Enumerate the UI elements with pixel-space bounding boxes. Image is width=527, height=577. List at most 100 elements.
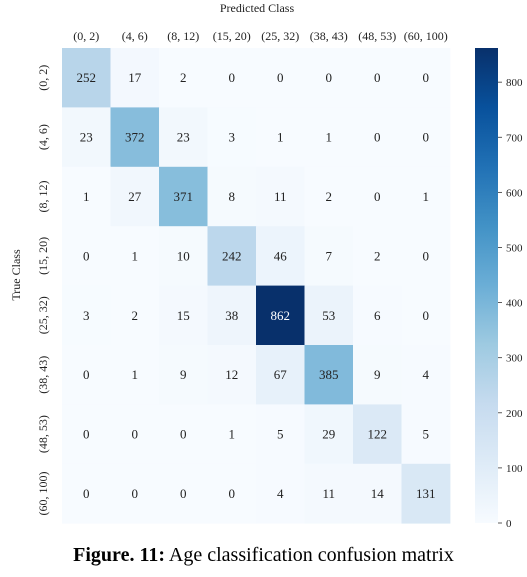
- y-tick-label: (8, 12): [36, 181, 50, 213]
- x-tick-label: (25, 32): [261, 29, 299, 43]
- cell-value-label: 0: [229, 486, 236, 501]
- heatmap-cell: [304, 107, 354, 168]
- heatmap-cells: [62, 48, 451, 524]
- cell-value-label: 1: [423, 189, 430, 204]
- heatmap-cell: [256, 345, 305, 405]
- cell-value-label: 0: [132, 486, 139, 501]
- heatmap-cell: [207, 463, 257, 524]
- heatmap-cell: [256, 226, 305, 286]
- cell-value-label: 862: [271, 308, 291, 323]
- y-tick-label: (0, 2): [36, 65, 50, 91]
- heatmap-cell: [401, 166, 451, 227]
- cell-value-label: 252: [77, 70, 97, 85]
- heatmap-cell: [207, 226, 257, 286]
- figure-caption: Figure. 11: Age classification confusion…: [0, 544, 527, 567]
- cell-value-label: 0: [180, 427, 187, 442]
- cell-value-label: 10: [177, 248, 190, 263]
- heatmap-cell: [304, 226, 354, 286]
- heatmap-cell: [353, 107, 402, 168]
- heatmap-cell: [256, 463, 305, 524]
- cell-value-label: 1: [132, 367, 139, 382]
- heatmap-cell: [401, 345, 451, 405]
- cell-value-label: 2: [180, 70, 187, 85]
- heatmap-cell: [110, 48, 160, 108]
- heatmap-cell: [110, 404, 160, 465]
- cell-value-label: 3: [229, 130, 236, 145]
- heatmap-cell: [62, 107, 111, 168]
- heatmap-cell: [207, 345, 257, 405]
- cell-value-label: 38: [225, 308, 238, 323]
- heatmap-cell: [304, 285, 354, 346]
- cell-value-label: 9: [180, 367, 187, 382]
- colorbar-tick-label: 0: [506, 518, 512, 530]
- heatmap-cell: [256, 166, 305, 227]
- cell-value-label: 11: [274, 189, 287, 204]
- heatmap-cell: [401, 226, 451, 286]
- heatmap-cell: [401, 107, 451, 168]
- cell-value-label: 0: [229, 70, 236, 85]
- cell-value-label: 0: [83, 486, 90, 501]
- heatmap-cell: [353, 463, 402, 524]
- heatmap-cell: [110, 345, 160, 405]
- x-axis-label: Predicted Class: [220, 1, 295, 15]
- cell-value-label: 1: [277, 130, 284, 145]
- heatmap-cell: [353, 404, 402, 465]
- cell-value-label: 0: [180, 486, 187, 501]
- x-tick-label: (48, 53): [358, 29, 396, 43]
- cell-value-label: 1: [326, 130, 333, 145]
- x-tick-label: (8, 12): [167, 29, 199, 43]
- cell-value-label: 0: [374, 70, 381, 85]
- x-tick-label: (4, 6): [122, 29, 148, 43]
- heatmap-cell: [256, 107, 305, 168]
- cell-value-label: 0: [423, 70, 430, 85]
- y-tick-label: (4, 6): [36, 124, 50, 150]
- heatmap-cell: [207, 166, 257, 227]
- colorbar-tick-label: 500: [506, 242, 523, 254]
- cell-value-labels: 252 17 2 0 0 0 0 023 372 23 3 1 1 0 01 27 371 8 11 2 0 10 1 10 2…: [77, 70, 436, 501]
- cell-value-label: 385: [319, 367, 339, 382]
- heatmap-cell: [159, 463, 208, 524]
- cell-value-label: 11: [322, 486, 335, 501]
- heatmap-cell: [159, 285, 208, 346]
- cell-value-label: 0: [83, 427, 90, 442]
- heatmap-cell: [62, 463, 111, 524]
- cell-value-label: 1: [132, 248, 139, 263]
- heatmap-cell: [159, 48, 208, 108]
- cell-value-label: 8: [229, 189, 236, 204]
- heatmap-cell: [159, 345, 208, 405]
- cell-value-label: 15: [177, 308, 190, 323]
- cell-value-label: 3: [83, 308, 90, 323]
- cell-value-label: 53: [322, 308, 335, 323]
- heatmap-cell: [159, 166, 208, 227]
- cell-value-label: 0: [83, 248, 90, 263]
- colorbar-tick-label: 800: [506, 77, 523, 89]
- heatmap-cell: [207, 107, 257, 168]
- cell-value-label: 0: [326, 70, 333, 85]
- cell-value-label: 17: [128, 70, 142, 85]
- heatmap-cell: [256, 285, 305, 346]
- cell-value-label: 5: [423, 427, 430, 442]
- heatmap-cell: [110, 226, 160, 286]
- heatmap-cell: [353, 226, 402, 286]
- cell-value-label: 0: [132, 427, 139, 442]
- y-tick-label: (38, 43): [36, 356, 50, 394]
- x-tick-label: (0, 2): [73, 29, 99, 43]
- x-tick-label: (15, 20): [213, 29, 251, 43]
- heatmap-cell: [62, 166, 111, 227]
- cell-value-label: 4: [423, 367, 430, 382]
- cell-value-label: 46: [274, 248, 288, 263]
- colorbar-tick-label: 300: [506, 353, 523, 365]
- colorbar-tick-label: 200: [506, 408, 523, 420]
- cell-value-label: 2: [132, 308, 139, 323]
- heatmap-cell: [207, 404, 257, 465]
- heatmap-cell: [304, 166, 354, 227]
- heatmap-cell: [401, 285, 451, 346]
- heatmap-cell: [110, 285, 160, 346]
- cell-value-label: 122: [368, 427, 388, 442]
- heatmap-cell: [62, 48, 111, 108]
- cell-value-label: 0: [423, 248, 430, 263]
- colorbar-tick-label: 600: [506, 187, 523, 199]
- cell-value-label: 12: [225, 367, 238, 382]
- heatmap-cell: [401, 48, 451, 108]
- heatmap-cell: [256, 48, 305, 108]
